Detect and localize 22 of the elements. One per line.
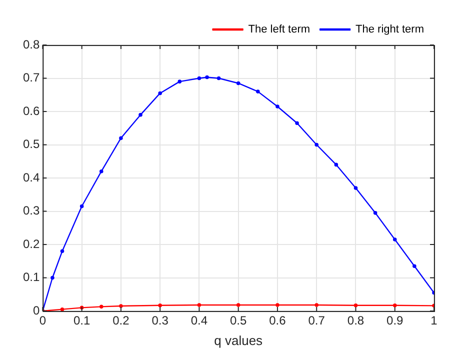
x-tick-label: 0.6 xyxy=(269,314,286,328)
y-tick-label: 0.8 xyxy=(22,37,40,52)
y-tick-label: 0.7 xyxy=(22,70,40,85)
y-tick-label: 0.5 xyxy=(22,137,40,152)
x-tick-label: 0.7 xyxy=(308,314,326,328)
x-tick-label: 0.3 xyxy=(152,314,169,328)
x-tick-label: 0.4 xyxy=(190,314,208,328)
legend-label: The right term xyxy=(356,24,424,36)
y-tick-label: 0.3 xyxy=(22,204,40,218)
x-tick-label: 0.8 xyxy=(347,314,364,328)
x-tick-label: 0.5 xyxy=(230,314,248,328)
y-tick-label: 0.2 xyxy=(22,236,40,251)
y-tick-label: 0.1 xyxy=(22,270,40,284)
x-tick-label: 1 xyxy=(430,314,438,328)
y-tick-label: 0.4 xyxy=(22,170,40,184)
x-axis-title: q values xyxy=(214,332,264,348)
x-tick-label: 0.2 xyxy=(112,314,130,328)
legend-label: The left term xyxy=(248,24,310,36)
y-tick-label: 0 xyxy=(32,303,40,318)
x-tick-label: 0.1 xyxy=(73,314,90,328)
x-tick-label: 0.9 xyxy=(386,314,404,328)
y-tick-label: 0.6 xyxy=(22,104,40,118)
